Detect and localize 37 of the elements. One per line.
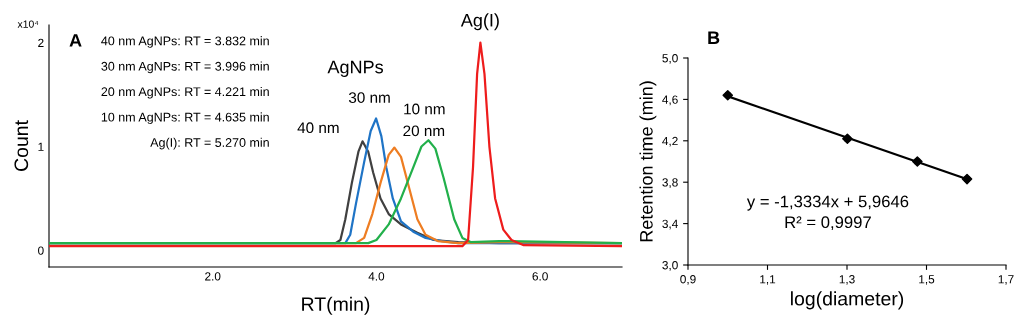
y-tick-label: 1 — [38, 142, 44, 151]
y-tick-label: 2 — [38, 38, 44, 47]
x-tick-label: 1,1 — [760, 275, 776, 285]
annotation: 30 nm AgNPs: RT = 3.996 min — [101, 61, 269, 74]
annotation: 10 nm AgNPs: RT = 4.635 min — [101, 112, 269, 124]
y-tick-label: 5,0 — [662, 54, 678, 64]
y-tick-label: 3,4 — [662, 219, 678, 230]
annotation: A — [69, 34, 82, 47]
x-tick-label: 4.0 — [368, 272, 385, 281]
series-label: 10 nm — [404, 103, 445, 115]
annotation: 40 nm AgNPs: RT = 3.832 min — [101, 36, 269, 48]
x-tick-label: 1,5 — [919, 275, 935, 285]
x-tick-label: 6.0 — [532, 272, 548, 281]
series-label: 20 nm — [403, 125, 445, 137]
series-label: 40 nm — [297, 122, 339, 134]
y-tick-label: 4,6 — [662, 95, 678, 106]
text: B — [708, 31, 720, 44]
series-label: Ag(I) — [460, 13, 499, 31]
series-label: 30 nm — [348, 92, 390, 103]
y-tick-label: 3,0 — [662, 261, 678, 271]
y-tick-label: 4,2 — [662, 136, 678, 147]
annotation: Ag(I): RT = 5.270 min — [150, 137, 269, 150]
y-tick-label: 3,8 — [662, 178, 678, 188]
text: x10⁴ — [17, 20, 39, 28]
x-tick-label: 0,9 — [680, 275, 696, 285]
y-axis-title: Retention time (min) — [639, 81, 657, 242]
annotation: 20 nm AgNPs: RT = 4.221 min — [101, 86, 269, 99]
x-axis-title: log(diameter) — [791, 291, 904, 310]
annotation: R² = 0,9997 — [785, 216, 871, 231]
x-axis-title: RT(min) — [302, 296, 370, 315]
x-tick-label: 1,3 — [839, 275, 855, 285]
y-axis-title: Count — [14, 120, 29, 171]
annotation: AgNPs — [327, 60, 383, 77]
y-tick-label: 0 — [38, 246, 44, 255]
annotation: y = -1,3334x + 5,9646 — [746, 195, 909, 211]
x-tick-label: 2.0 — [205, 272, 221, 281]
x-tick-label: 1,7 — [998, 275, 1014, 285]
